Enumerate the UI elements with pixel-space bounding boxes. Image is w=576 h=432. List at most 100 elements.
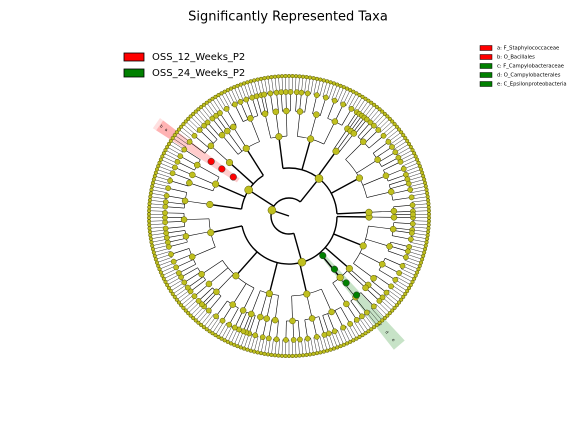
taxon-node <box>150 243 155 248</box>
branch <box>348 93 357 108</box>
taxon-node <box>252 349 257 354</box>
branch <box>301 138 312 170</box>
branch <box>240 101 249 120</box>
taxon-node <box>363 96 368 101</box>
taxon-node <box>164 234 170 241</box>
taxon-node <box>372 102 377 107</box>
branch <box>412 207 429 209</box>
branch <box>362 175 387 186</box>
taxon-node <box>257 313 264 321</box>
taxon-node <box>380 109 385 114</box>
branch <box>382 123 395 135</box>
taxon-node <box>297 336 303 343</box>
branch <box>208 267 229 285</box>
branch <box>166 234 186 238</box>
branch <box>227 130 243 152</box>
branch <box>198 109 209 122</box>
taxon-node <box>218 131 226 139</box>
taxon-node <box>340 101 347 108</box>
key-swatch <box>479 63 493 69</box>
taxon-node <box>390 308 395 313</box>
branch <box>189 182 214 192</box>
branch <box>251 97 259 116</box>
branch <box>160 159 176 167</box>
branch <box>337 330 344 345</box>
taxon-node <box>196 320 201 325</box>
taxon-node <box>331 81 336 86</box>
branch <box>412 200 429 203</box>
taxon-node <box>422 180 428 185</box>
branch <box>210 225 243 234</box>
taxon-node <box>401 294 406 299</box>
taxon-node <box>181 197 189 205</box>
taxon-node <box>359 242 367 250</box>
legend-label: OSS_24_Weeks_P2 <box>152 68 245 79</box>
taxon-node <box>372 325 377 330</box>
taxon-node <box>152 174 157 179</box>
branch <box>389 178 408 186</box>
branch <box>276 92 279 112</box>
branch <box>165 274 180 283</box>
branch <box>359 252 383 265</box>
branch <box>298 339 300 356</box>
taxon-node <box>147 226 152 231</box>
branch <box>406 172 423 178</box>
taxon-node <box>181 146 188 153</box>
taxon-node <box>231 324 238 331</box>
branch <box>159 262 175 270</box>
highlighted-node <box>218 165 226 173</box>
taxon-node <box>199 104 204 110</box>
branch <box>215 321 225 336</box>
taxon-node <box>210 96 215 101</box>
taxon-node <box>382 316 387 321</box>
branch <box>407 175 424 181</box>
branch <box>153 248 170 253</box>
key-label: c: F_Campylobacteraceae <box>497 64 564 70</box>
branch <box>411 235 428 239</box>
taxon-node <box>167 177 173 184</box>
taxon-node <box>354 336 359 341</box>
branch <box>349 268 369 286</box>
taxon-node <box>425 233 430 238</box>
taxon-node <box>271 316 279 324</box>
branch <box>378 151 396 163</box>
taxon-node <box>293 74 299 79</box>
branch <box>183 123 196 135</box>
taxon-node <box>420 257 425 262</box>
branch <box>207 122 221 138</box>
branch <box>333 233 364 247</box>
taxon-node <box>210 331 215 336</box>
branch <box>334 310 344 328</box>
taxon-node <box>425 194 430 199</box>
taxon-node <box>181 279 188 286</box>
taxon-node <box>161 151 166 156</box>
clade-highlight <box>152 118 178 141</box>
branch <box>156 169 173 175</box>
taxon-node <box>363 309 370 316</box>
taxon-node <box>307 352 313 357</box>
taxon-node <box>207 229 215 237</box>
branch <box>243 83 250 99</box>
branch <box>386 129 400 140</box>
taxon-node <box>410 211 416 218</box>
branch <box>286 111 288 137</box>
branch <box>327 100 335 119</box>
branch <box>322 335 328 351</box>
branch <box>209 318 219 332</box>
taxon-node <box>350 130 358 137</box>
branch <box>412 226 429 229</box>
taxon-node <box>262 76 267 81</box>
taxon-node <box>365 208 373 216</box>
branch <box>203 125 218 140</box>
taxon-node <box>263 315 270 322</box>
branch <box>410 242 426 246</box>
taxon-node <box>162 203 169 210</box>
taxon-node <box>147 208 152 213</box>
branch <box>352 117 365 133</box>
branch <box>304 319 308 339</box>
branch <box>224 91 233 106</box>
taxon-node <box>357 334 362 339</box>
branch <box>384 258 403 267</box>
taxon-node <box>376 298 383 304</box>
branch <box>253 336 259 352</box>
